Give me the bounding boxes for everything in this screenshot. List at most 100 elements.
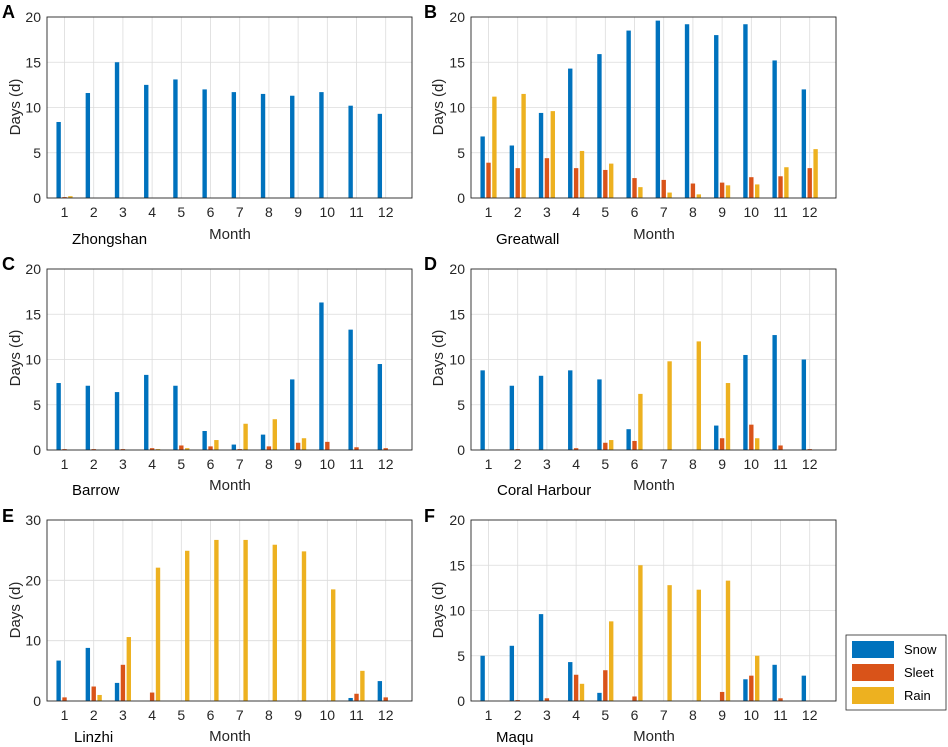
bar-sleet-month-2: [91, 686, 96, 701]
x-tick-label: 1: [485, 456, 493, 472]
bar-rain-month-1: [68, 196, 73, 198]
x-tick-label: 11: [349, 707, 364, 723]
y-tick-label: 5: [457, 397, 465, 413]
y-axis-label: Days (d): [430, 582, 447, 639]
bar-snow-month-11: [348, 697, 353, 701]
bar-rain-month-10: [755, 655, 760, 701]
bar-snow-month-4: [568, 370, 573, 450]
bar-sleet-month-1: [62, 197, 67, 198]
bar-sleet-month-1: [62, 449, 67, 450]
y-axis-label: Days (d): [7, 582, 24, 639]
y-tick-label: 20: [25, 261, 41, 277]
y-tick-label: 20: [25, 572, 41, 588]
y-tick-label: 0: [457, 693, 465, 709]
bar-sleet-month-9: [719, 691, 725, 701]
bar-snow-month-5: [597, 692, 602, 701]
y-tick-label: 5: [457, 145, 465, 161]
x-tick-label: 2: [514, 707, 522, 723]
x-tick-label: 6: [207, 204, 215, 220]
bar-sleet-month-7: [661, 179, 666, 198]
bar-snow-month-3: [538, 375, 544, 450]
bar-sleet-month-11: [778, 176, 783, 198]
bar-rain-month-4: [579, 683, 585, 701]
bar-rain-month-10: [755, 184, 760, 198]
x-tick-label: 4: [572, 707, 580, 723]
bar-rain-month-5: [609, 440, 614, 450]
x-tick-label: 2: [90, 456, 98, 472]
y-tick-label: 15: [25, 306, 41, 322]
bar-snow-month-5: [597, 379, 602, 450]
bar-snow-month-6: [626, 429, 631, 450]
bar-snow-month-2: [509, 385, 515, 450]
y-axis-label: Days (d): [7, 330, 24, 387]
y-tick-label: 10: [449, 603, 465, 619]
bar-snow-month-11: [772, 335, 777, 450]
bar-sleet-month-10: [325, 441, 330, 450]
x-tick-label: 11: [773, 204, 788, 220]
x-tick-label: 5: [601, 204, 609, 220]
bar-snow-month-9: [290, 95, 295, 198]
panel-letter: A: [2, 2, 15, 22]
bar-sleet-month-8: [266, 446, 272, 450]
bar-snow-month-9: [290, 379, 295, 450]
bar-snow-month-2: [509, 145, 515, 198]
bar-snow-month-8: [260, 93, 266, 198]
bar-snow-month-6: [626, 30, 631, 199]
bar-rain-month-4: [155, 567, 161, 701]
bar-rain-month-8: [696, 589, 701, 701]
bar-rain-month-8: [696, 194, 701, 198]
y-tick-label: 0: [33, 190, 41, 206]
bar-snow-month-11: [772, 664, 777, 701]
bar-snow-month-1: [56, 660, 61, 701]
y-axis-label: Days (d): [430, 330, 447, 387]
y-tick-label: 0: [457, 190, 465, 206]
axes-frame: [470, 16, 837, 199]
y-tick-label: 20: [25, 9, 41, 25]
x-axis-label: Month: [633, 728, 675, 745]
x-axis-label: Month: [209, 477, 251, 494]
x-tick-label: 12: [802, 707, 818, 723]
x-tick-label: 9: [718, 456, 726, 472]
bar-sleet-month-4: [573, 168, 579, 198]
legend: Snow Sleet Rain: [845, 634, 947, 711]
x-tick-label: 4: [148, 707, 156, 723]
bar-rain-month-10: [755, 438, 760, 450]
bar-snow-month-4: [144, 374, 149, 450]
bar-sleet-month-11: [354, 693, 359, 701]
y-tick-label: 10: [25, 100, 41, 116]
x-tick-label: 12: [378, 204, 394, 220]
x-tick-label: 11: [349, 456, 364, 472]
bar-rain-month-11: [360, 670, 365, 701]
bar-sleet-month-10: [749, 675, 754, 701]
bar-sleet-month-8: [690, 183, 696, 198]
station-name: Coral Harbour: [497, 482, 591, 499]
station-name: Maqu: [496, 729, 534, 746]
x-tick-label: 8: [265, 204, 273, 220]
y-tick-label: 30: [25, 512, 41, 528]
x-tick-label: 4: [572, 204, 580, 220]
bar-snow-month-1: [480, 370, 485, 450]
y-tick-label: 10: [25, 352, 41, 368]
y-tick-label: 20: [449, 512, 465, 528]
station-name: Barrow: [72, 482, 120, 499]
bar-rain-month-10: [331, 589, 336, 701]
bar-snow-month-12: [377, 113, 383, 198]
y-tick-label: 10: [449, 352, 465, 368]
bar-snow-month-12: [801, 89, 807, 198]
x-tick-label: 9: [718, 204, 726, 220]
x-tick-label: 7: [236, 456, 244, 472]
bar-snow-month-3: [538, 112, 544, 198]
x-tick-label: 5: [177, 456, 185, 472]
x-tick-label: 12: [802, 456, 818, 472]
station-name: Linzhi: [74, 729, 113, 746]
bar-sleet-month-5: [179, 445, 184, 450]
bar-snow-month-2: [85, 385, 91, 450]
y-tick-label: 5: [33, 145, 41, 161]
bar-sleet-month-11: [354, 447, 359, 450]
x-tick-label: 3: [119, 456, 127, 472]
bar-snow-month-10: [319, 302, 324, 450]
bar-sleet-month-11: [778, 445, 783, 450]
x-tick-label: 2: [514, 456, 522, 472]
bar-rain-month-9: [301, 551, 307, 701]
